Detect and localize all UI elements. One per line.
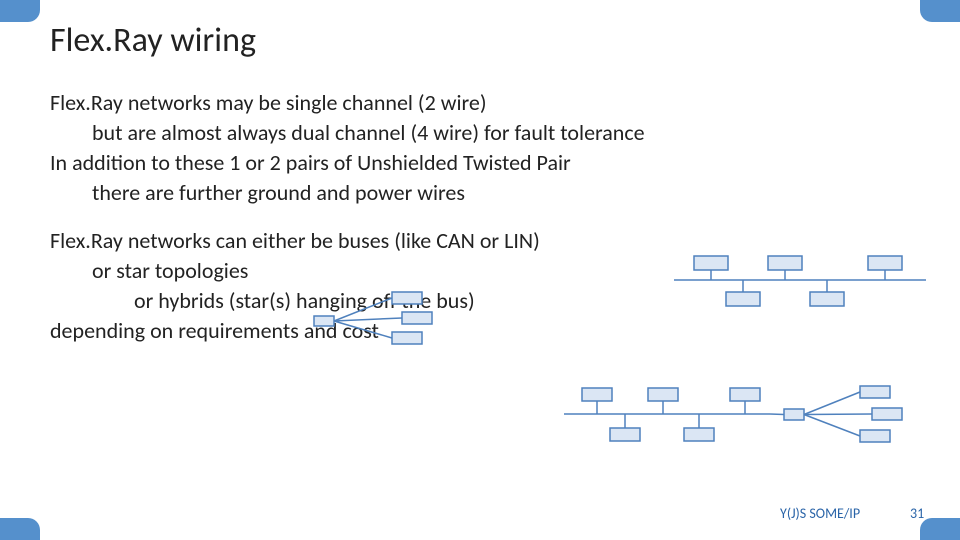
slide: Flex.Ray wiring Flex.Ray networks may be… <box>0 0 960 540</box>
bus-topology-diagram <box>670 250 930 310</box>
body-line: Flex.Ray networks may be single channel … <box>50 88 920 118</box>
body-line: In addition to these 1 or 2 pairs of Uns… <box>50 148 920 178</box>
body-line: depending on requirements and cost <box>50 316 920 346</box>
page-number: 31 <box>910 505 924 522</box>
hybrid-topology-diagram <box>560 380 920 460</box>
body-line: but are almost always dual channel (4 wi… <box>50 118 920 148</box>
body-line: there are further ground and power wires <box>50 178 920 208</box>
star-topology-diagram <box>300 288 440 346</box>
footer-label: Y(J)S SOME/IP <box>780 505 860 522</box>
slide-title: Flex.Ray wiring <box>50 20 256 61</box>
